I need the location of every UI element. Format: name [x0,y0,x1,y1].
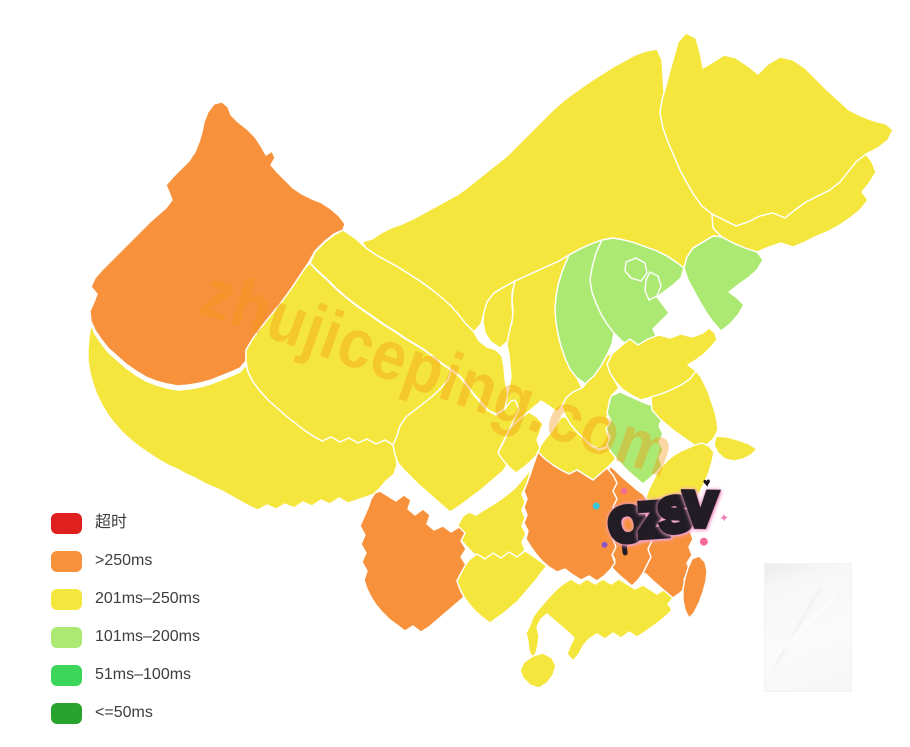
legend-swatch-51-100 [51,664,82,686]
province-beijing[interactable] [624,257,648,282]
legend-label: 51ms–100ms [95,666,192,683]
legend-item-51-100[interactable]: 51ms–100ms [51,664,200,686]
province-liaoning[interactable] [683,235,764,332]
province-guangxi[interactable] [456,550,548,624]
legend-item-201-250[interactable]: 201ms–250ms [51,588,200,610]
province-shanghai[interactable] [713,435,758,462]
legend-label: >250ms [95,552,153,569]
legend-swatch-101-200 [51,626,82,648]
province-jiangsu[interactable] [650,370,719,450]
province-hunan[interactable] [523,451,618,582]
legend-swatch-201-250 [51,588,82,610]
province-xinjiang[interactable] [89,101,346,387]
legend-label: 101ms–200ms [95,628,200,645]
south-china-sea-inset [764,563,852,692]
legend-swatch-timeout [51,512,82,534]
province-taiwan[interactable] [682,555,708,619]
province-jilin[interactable] [711,153,877,253]
legend-label: 201ms–250ms [95,590,200,607]
province-yunnan[interactable] [359,490,467,633]
province-hainan[interactable] [519,652,557,689]
province-chongqing[interactable] [497,411,544,474]
legend-label: 超时 [95,514,128,531]
province-xizang[interactable] [87,324,398,511]
province-tianjin[interactable] [644,271,662,301]
sparkle-icon: ✦ [718,510,730,526]
legend-item-le50[interactable]: <=50ms [51,702,200,724]
legend-item-101-200[interactable]: 101ms–200ms [51,626,200,648]
province-hebei[interactable] [589,237,685,355]
legend-item-gt250[interactable]: >250ms [51,550,200,572]
legend-swatch-le50 [51,702,82,724]
legend-swatch-gt250 [51,550,82,572]
province-shandong[interactable] [606,327,718,401]
legend-label: <=50ms [95,704,153,721]
province-heilongjiang[interactable] [659,32,894,227]
latency-legend: 超时 >250ms 201ms–250ms 101ms–200ms 51ms–1… [51,512,200,740]
province-guangdong[interactable] [525,578,674,662]
legend-item-timeout[interactable]: 超时 [51,512,200,534]
logo-letter: V [684,482,709,535]
